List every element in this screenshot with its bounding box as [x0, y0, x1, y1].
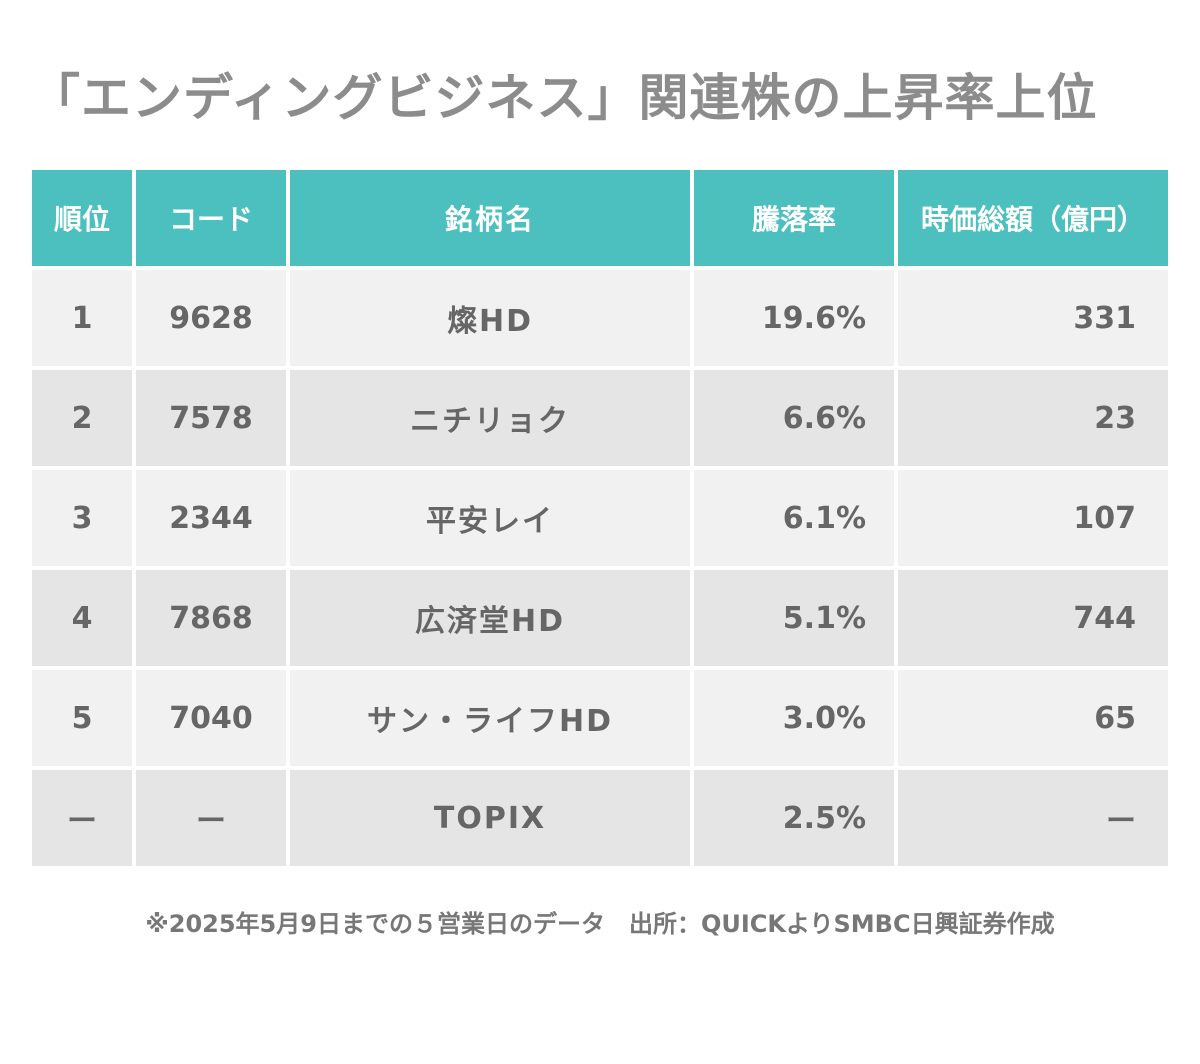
- code-cell: 7868: [136, 570, 286, 666]
- table-row: 5 7040 サン・ライフHD 3.0% 65: [32, 670, 1168, 766]
- rank-cell: 3: [32, 470, 132, 566]
- change-cell: 2.5%: [694, 770, 894, 866]
- market-cap-cell: 65: [898, 670, 1168, 766]
- header-name: 銘柄名: [290, 170, 690, 266]
- header-rank: 順位: [32, 170, 132, 266]
- rank-cell: 4: [32, 570, 132, 666]
- change-cell: 6.6%: [694, 370, 894, 466]
- code-cell: 7578: [136, 370, 286, 466]
- name-cell: ニチリョク: [290, 370, 690, 466]
- name-cell: サン・ライフHD: [290, 670, 690, 766]
- market-cap-cell: 744: [898, 570, 1168, 666]
- rank-cell: 1: [32, 270, 132, 366]
- table-header: 順位 コード 銘柄名 騰落率 時価総額（億円）: [32, 170, 1168, 266]
- market-cap-cell: 331: [898, 270, 1168, 366]
- change-cell: 19.6%: [694, 270, 894, 366]
- header-market-cap: 時価総額（億円）: [898, 170, 1168, 266]
- name-cell: 広済堂HD: [290, 570, 690, 666]
- header-code: コード: [136, 170, 286, 266]
- change-cell: 6.1%: [694, 470, 894, 566]
- page-title: 「エンディングビジネス」関連株の上昇率上位: [30, 69, 1098, 127]
- rank-cell: 2: [32, 370, 132, 466]
- market-cap-cell: 23: [898, 370, 1168, 466]
- code-cell: 9628: [136, 270, 286, 366]
- ranking-table: 順位 コード 銘柄名 騰落率 時価総額（億円） 1 9628 燦HD 19.6% 331…: [32, 170, 1168, 870]
- table-row: 3 2344 平安レイ 6.1% 107: [32, 470, 1168, 566]
- name-cell: 燦HD: [290, 270, 690, 366]
- table-row: 1 9628 燦HD 19.6% 331: [32, 270, 1168, 366]
- market-cap-cell: ー: [898, 770, 1168, 866]
- code-cell: 2344: [136, 470, 286, 566]
- header-change: 騰落率: [694, 170, 894, 266]
- table-row: 2 7578 ニチリョク 6.6% 23: [32, 370, 1168, 466]
- market-cap-cell: 107: [898, 470, 1168, 566]
- code-cell: ー: [136, 770, 286, 866]
- rank-cell: ー: [32, 770, 132, 866]
- table-row: ーー TOPIX 2.5% ー: [32, 770, 1168, 866]
- change-cell: 3.0%: [694, 670, 894, 766]
- table-row: 4 7868 広済堂HD 5.1% 744: [32, 570, 1168, 666]
- name-cell: TOPIX: [290, 770, 690, 866]
- footnote: ※2025年5月9日までの５営業日のデータ 出所：QUICKよりSMBC日興証券…: [145, 910, 1055, 938]
- rank-cell: 5: [32, 670, 132, 766]
- code-cell: 7040: [136, 670, 286, 766]
- name-cell: 平安レイ: [290, 470, 690, 566]
- change-cell: 5.1%: [694, 570, 894, 666]
